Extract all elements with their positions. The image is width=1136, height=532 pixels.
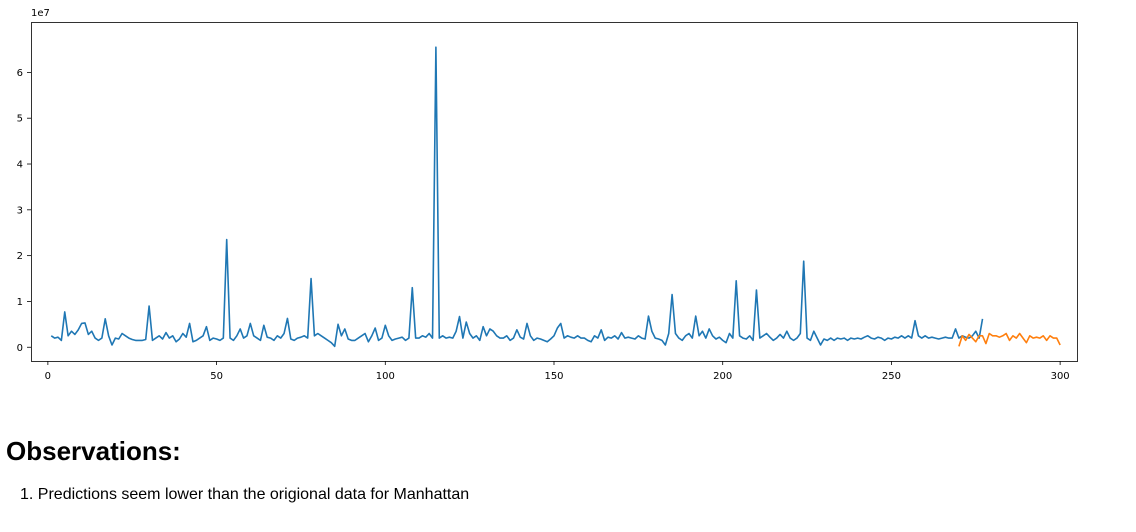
line-chart: 0 50 100 150 200 250 300 0 1 2 3 4 5 6 1e7 xyxy=(17,8,1078,382)
observation-item: 1. Predictions seem lower than the origi… xyxy=(20,486,470,503)
x-tick-label: 100 xyxy=(376,371,395,382)
plot-frame xyxy=(31,22,1078,362)
observations-heading: Observations: xyxy=(6,436,181,466)
y-tick-label: 6 xyxy=(17,68,23,79)
x-tick-label: 200 xyxy=(713,371,732,382)
y-tick-label: 1 xyxy=(17,297,23,308)
x-tick-label: 0 xyxy=(45,371,51,382)
y-tick-label: 0 xyxy=(17,343,23,354)
x-tick-label: 250 xyxy=(882,371,901,382)
y-tick-label: 4 xyxy=(17,160,23,171)
y-offset-label: 1e7 xyxy=(31,8,50,19)
y-tick-label: 3 xyxy=(17,205,23,216)
y-tick-label: 5 xyxy=(17,114,23,125)
observations-list: 1. Predictions seem lower than the origi… xyxy=(20,486,469,504)
series-line-prediction xyxy=(958,332,1061,347)
x-tick-label: 150 xyxy=(544,371,563,382)
x-tick-label: 300 xyxy=(1051,371,1070,382)
y-tick-label: 2 xyxy=(17,251,23,262)
series-line-original xyxy=(50,46,984,348)
x-tick-label: 50 xyxy=(210,371,223,382)
